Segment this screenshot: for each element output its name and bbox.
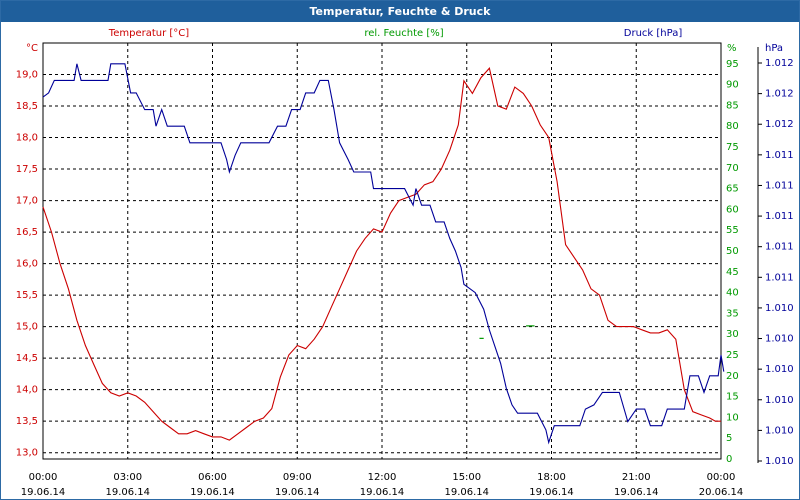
humidity-tick-label: 80 <box>726 121 739 132</box>
temperature-tick-label: 14,5 <box>16 353 38 364</box>
humidity-tick-label: 90 <box>726 80 739 91</box>
pressure-tick-label: 1.010 <box>765 456 794 467</box>
x-tick-time: 09:00 <box>283 472 312 483</box>
temperature-tick-label: 15,5 <box>16 290 38 301</box>
humidity-tick-label: 70 <box>726 163 739 174</box>
humidity-tick-label: 40 <box>726 288 739 299</box>
x-tick-time: 18:00 <box>537 472 566 483</box>
x-tick-date: 20.06.14 <box>699 487 744 498</box>
pressure-line <box>42 63 725 445</box>
x-tick-time: 06:00 <box>198 472 227 483</box>
temperature-line <box>42 67 721 441</box>
humidity-tick-label: 5 <box>726 433 732 444</box>
pressure-tick-label: 1.011 <box>765 242 794 253</box>
temperature-tick-label: 14,0 <box>16 385 38 396</box>
pressure-tick-label: 1.010 <box>765 425 794 436</box>
x-tick-time: 00:00 <box>707 472 736 483</box>
humidity-tick-label: 35 <box>726 308 739 319</box>
temperature-tick-label: 18,0 <box>16 133 38 144</box>
temperature-tick-label: 13,0 <box>16 448 38 459</box>
x-tick-date: 19.06.14 <box>360 487 405 498</box>
temperature-tick-label: 15,0 <box>16 322 38 333</box>
humidity-tick-label: 10 <box>726 412 739 423</box>
grid <box>42 42 762 463</box>
pressure-tick-label: 1.012 <box>765 58 794 69</box>
x-tick-date: 19.06.14 <box>614 487 659 498</box>
x-tick-date: 19.06.14 <box>105 487 150 498</box>
temperature-tick-label: 18,5 <box>16 101 38 112</box>
temperature-tick-label: 17,5 <box>16 164 38 175</box>
humidity-unit: % <box>727 43 737 54</box>
temperature-axis-title: Temperatur [°C] <box>108 28 189 39</box>
x-tick-date: 19.06.14 <box>444 487 489 498</box>
pressure-tick-label: 1.010 <box>765 334 794 345</box>
pressure-tick-label: 1.011 <box>765 180 794 191</box>
humidity-axis-title: rel. Feuchte [%] <box>364 28 443 39</box>
humidity-tick-label: 60 <box>726 204 739 215</box>
pressure-axis-title: Druck [hPa] <box>624 28 683 39</box>
chart-title: Temperatur, Feuchte & Druck <box>1 1 799 22</box>
humidity-tick-label: 65 <box>726 184 739 195</box>
temperature-unit: °C <box>26 43 38 54</box>
x-tick-time: 12:00 <box>368 472 397 483</box>
x-tick-date: 19.06.14 <box>529 487 574 498</box>
pressure-unit: hPa <box>765 43 783 54</box>
x-tick-date: 19.06.14 <box>190 487 235 498</box>
pressure-tick-label: 1.012 <box>765 119 794 130</box>
pressure-tick-label: 1.010 <box>765 303 794 314</box>
humidity-tick-label: 95 <box>726 59 739 70</box>
x-tick-time: 03:00 <box>113 472 142 483</box>
x-tick-time: 00:00 <box>29 472 58 483</box>
humidity-tick-label: 75 <box>726 142 739 153</box>
humidity-tick-label: 50 <box>726 246 739 257</box>
temperature-tick-label: 13,5 <box>16 416 38 427</box>
series-group <box>42 63 725 445</box>
x-tick-date: 19.06.14 <box>21 487 66 498</box>
humidity-tick-label: 20 <box>726 371 739 382</box>
pressure-tick-label: 1.010 <box>765 395 794 406</box>
x-tick-time: 21:00 <box>622 472 651 483</box>
pressure-tick-label: 1.011 <box>765 272 794 283</box>
axis-labels: 00:00 19.06.14 03:00 19.06.14 06:00 19.06.14 0… <box>16 28 794 498</box>
pressure-tick-label: 1.011 <box>765 150 794 161</box>
x-tick-time: 15:00 <box>452 472 481 483</box>
temperature-tick-label: 16,0 <box>16 259 38 270</box>
pressure-tick-label: 1.010 <box>765 364 794 375</box>
humidity-tick-label: 30 <box>726 329 739 340</box>
pressure-tick-label: 1.012 <box>765 89 794 100</box>
pressure-tick-label: 1.011 <box>765 211 794 222</box>
humidity-tick-label: 25 <box>726 350 739 361</box>
temperature-tick-label: 16,5 <box>16 227 38 238</box>
temperature-tick-label: 17,0 <box>16 196 38 207</box>
humidity-tick-label: 55 <box>726 225 739 236</box>
humidity-tick-label: 15 <box>726 392 739 403</box>
humidity-tick-label: 85 <box>726 100 739 111</box>
x-tick-date: 19.06.14 <box>275 487 320 498</box>
humidity-tick-label: 0 <box>726 454 732 465</box>
humidity-tick-label: 45 <box>726 267 739 278</box>
temperature-tick-label: 19,0 <box>16 70 38 81</box>
